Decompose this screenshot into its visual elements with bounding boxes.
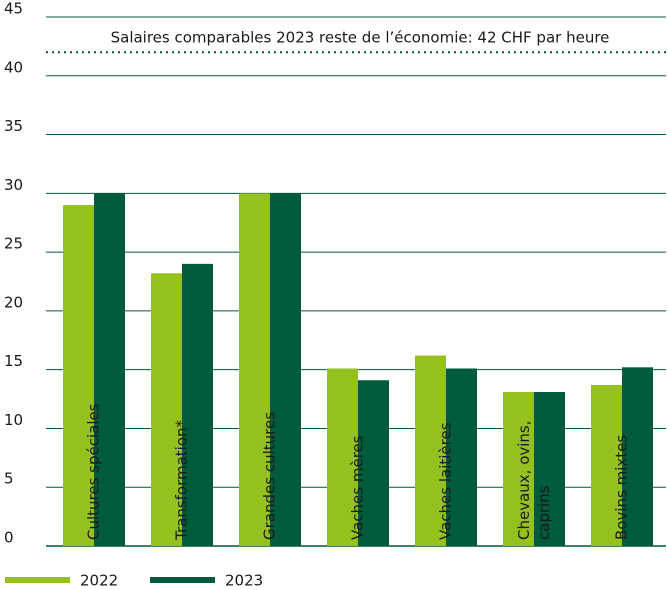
bar	[239, 193, 270, 547]
annotation: Salaires comparables 2023 reste de l’éco…	[111, 29, 610, 47]
y-tick-label: 35	[4, 117, 23, 135]
y-tick-label: 0	[4, 529, 14, 547]
bar	[591, 384, 622, 546]
y-tick-label: 20	[4, 293, 23, 311]
bar	[503, 392, 534, 546]
bar	[358, 380, 389, 546]
bar	[270, 193, 301, 547]
y-tick-label: 30	[4, 176, 23, 194]
legend-label: 2023	[225, 572, 263, 590]
bar	[327, 368, 358, 546]
x-tick-label: Cultures spéciales	[85, 403, 103, 540]
bar	[63, 205, 94, 547]
bar	[622, 367, 653, 546]
x-tick-label: Bovins mixtes	[613, 435, 631, 540]
x-tick-label: Transformation*	[173, 419, 191, 541]
annotation-box	[62, 26, 658, 50]
bar	[446, 368, 477, 546]
y-tick-label: 10	[4, 411, 23, 429]
legend-label: 2022	[80, 572, 118, 590]
y-tick-label: 5	[4, 470, 14, 488]
bar	[94, 193, 125, 547]
y-tick-label: 45	[4, 0, 23, 18]
legend-swatch	[5, 577, 70, 583]
bar	[151, 273, 182, 546]
bar	[534, 392, 565, 546]
y-tick-label: 40	[4, 58, 23, 76]
x-tick-label: Chevaux, ovins, caprins	[515, 420, 553, 540]
bar	[415, 355, 446, 546]
y-tick-label: 25	[4, 235, 23, 253]
legend-swatch	[150, 577, 215, 583]
x-tick-label: Grandes cultures	[261, 412, 279, 540]
bar	[182, 263, 213, 546]
y-tick-label: 15	[4, 352, 23, 370]
x-tick-label: Vaches laitières	[437, 422, 455, 540]
x-tick-label: Vaches mères	[349, 435, 367, 540]
